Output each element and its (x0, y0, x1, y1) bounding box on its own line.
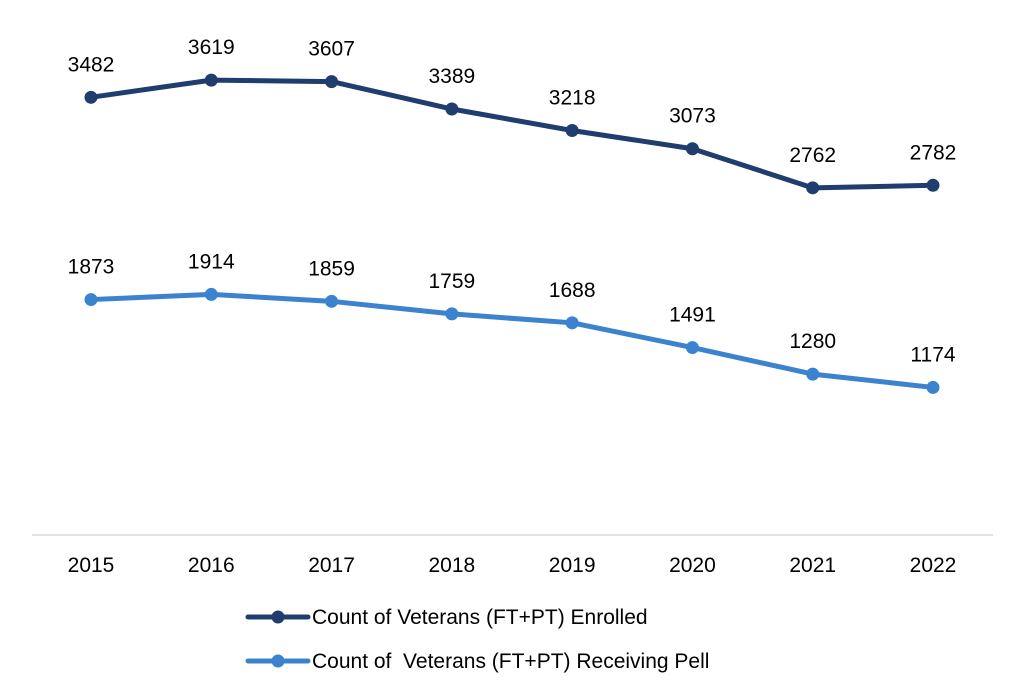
x-tick-label: 2018 (428, 554, 475, 577)
x-tick-label: 2022 (910, 554, 957, 577)
data-label: 1859 (308, 257, 355, 280)
data-point (685, 142, 699, 156)
legend-item: Count of Veterans (FT+PT) Enrolled (245, 606, 648, 629)
data-point (926, 380, 940, 394)
data-point (685, 341, 699, 355)
legend-marker (271, 610, 285, 624)
series-line (90, 77, 934, 191)
data-point (445, 307, 459, 321)
data-label: 1280 (789, 330, 836, 353)
data-point (204, 287, 218, 301)
data-point (325, 294, 339, 308)
data-label: 1174 (910, 343, 955, 366)
series-0: 3482 3619 3607 3389 3218 3073 2762 2782 (68, 36, 957, 195)
x-tick-label: 2016 (188, 554, 235, 577)
x-tick-label: 2021 (789, 554, 836, 577)
data-point (445, 102, 459, 116)
data-label: 1873 (68, 256, 115, 279)
data-point (565, 316, 579, 330)
legend-marker (271, 654, 285, 668)
legend-item: Count of Veterans (FT+PT) Receiving Pell (245, 650, 709, 673)
data-label: 2782 (910, 141, 957, 164)
data-point (84, 90, 98, 104)
series-line (90, 291, 934, 390)
data-label: 3619 (188, 36, 235, 59)
x-tick-label: 2020 (669, 554, 716, 577)
data-label: 3607 (308, 38, 355, 61)
data-point (325, 75, 339, 89)
data-point (84, 293, 98, 307)
data-label: 3389 (428, 65, 475, 88)
data-label: 3482 (68, 53, 115, 76)
series-1: 1873 1914 1859 1759 1688 1491 1280 1174 (68, 250, 956, 394)
legend-label: Count of Veterans (FT+PT) Receiving Pell (312, 650, 709, 673)
data-point (806, 181, 820, 195)
data-label: 3218 (549, 86, 596, 109)
x-tick-label: 2015 (68, 554, 115, 577)
data-label: 1491 (669, 304, 716, 327)
data-label: 2762 (789, 144, 836, 167)
legend-label: Count of Veterans (FT+PT) Enrolled (312, 606, 648, 629)
data-label: 3073 (669, 105, 716, 128)
data-point (806, 367, 820, 381)
x-tick-label: 2019 (549, 554, 596, 577)
data-point (565, 123, 579, 137)
data-point (204, 73, 218, 87)
data-label: 1759 (428, 270, 475, 293)
legend: Count of Veterans (FT+PT) Enrolled Count … (245, 606, 709, 673)
x-tick-label: 2017 (308, 554, 355, 577)
data-point (926, 178, 940, 192)
data-label: 1688 (549, 279, 596, 302)
data-label: 1914 (188, 250, 235, 273)
